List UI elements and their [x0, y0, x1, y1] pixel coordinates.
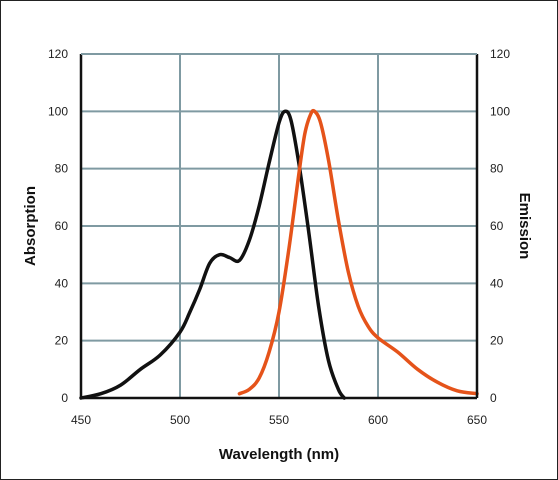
x-tick-label: 600 [368, 413, 388, 427]
x-tick-label: 550 [269, 413, 289, 427]
y-tick-label-left: 40 [55, 276, 69, 290]
y-axis-title: Absorption [22, 186, 39, 266]
y-tick-label-left: 60 [55, 219, 69, 233]
y-tick-label-left: 20 [55, 334, 69, 348]
x-tick-label: 450 [71, 413, 91, 427]
absorption-series-line [79, 109, 347, 400]
tick-labels: 450 500 550 600 6500204060801001200204060801… [48, 47, 510, 427]
x-axis-title: Wavelength (nm) [219, 446, 339, 463]
y-tick-label-right: 40 [490, 276, 504, 290]
x-tick-label: 650 [467, 413, 487, 427]
y-tick-label-left: 120 [48, 47, 68, 61]
grid [81, 53, 477, 398]
y-tick-label-right: 20 [490, 334, 504, 348]
axes [79, 53, 479, 400]
y-tick-label-right: 80 [490, 162, 504, 176]
series-layer [79, 108, 479, 400]
y-tick-label-right: 120 [490, 47, 510, 61]
y-tick-label-left: 100 [48, 104, 68, 118]
y-tick-label-left: 0 [61, 391, 68, 405]
y-tick-label-left: 80 [55, 162, 69, 176]
y-tick-label-right: 60 [490, 219, 504, 233]
y-tick-label-right: 100 [490, 104, 510, 118]
x-tick-label: 500 [170, 413, 190, 427]
emission-series-line [237, 108, 479, 396]
y2-axis-title: Emission [516, 193, 533, 260]
y-tick-label-right: 0 [490, 391, 497, 405]
